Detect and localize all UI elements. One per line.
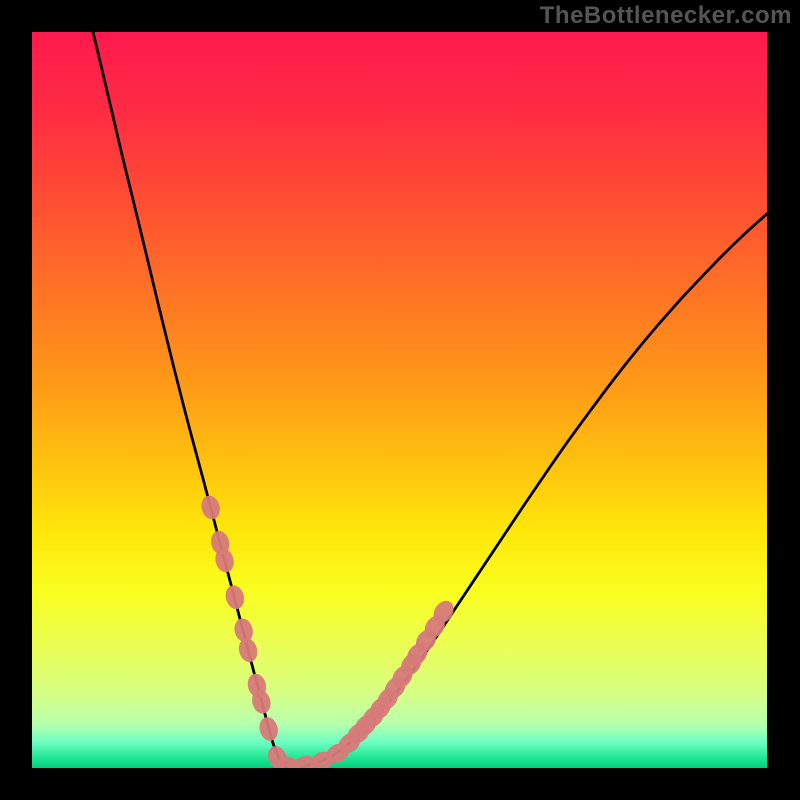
plot-area [32, 32, 767, 768]
watermark-text: TheBottlenecker.com [540, 2, 792, 30]
gradient-background [32, 32, 767, 768]
chart-root: TheBottlenecker.com [0, 0, 800, 800]
bottleneck-chart-svg [32, 32, 767, 768]
